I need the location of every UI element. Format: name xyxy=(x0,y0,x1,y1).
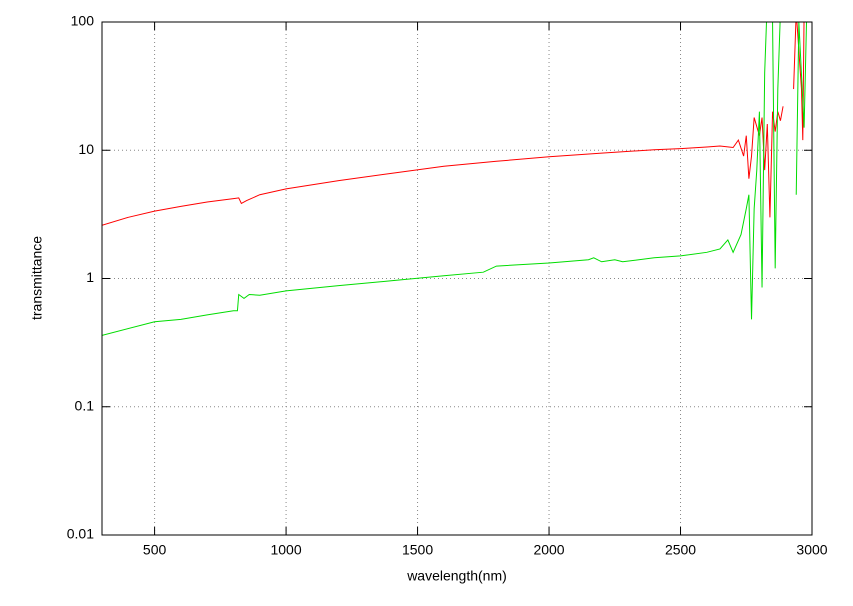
x-tick-label: 1500 xyxy=(402,542,433,558)
x-tick-label: 500 xyxy=(143,542,167,558)
y-tick-label: 100 xyxy=(71,13,95,29)
x-tick-label: 2500 xyxy=(665,542,696,558)
x-tick-label: 1000 xyxy=(270,542,301,558)
y-tick-label: 0.1 xyxy=(75,397,95,413)
plot-frame xyxy=(101,21,813,536)
series-line xyxy=(102,22,808,336)
plot-area xyxy=(102,22,808,336)
y-tick-label: 10 xyxy=(78,141,94,157)
series-line xyxy=(102,22,805,226)
x-tick-label: 3000 xyxy=(796,542,827,558)
y-axis-label: transmittance xyxy=(29,236,45,320)
x-tick-label: 2000 xyxy=(533,542,564,558)
y-tick-label: 0.01 xyxy=(67,526,94,542)
y-tick-label: 1 xyxy=(86,269,94,285)
x-axis-label: wavelength(nm) xyxy=(406,568,507,584)
